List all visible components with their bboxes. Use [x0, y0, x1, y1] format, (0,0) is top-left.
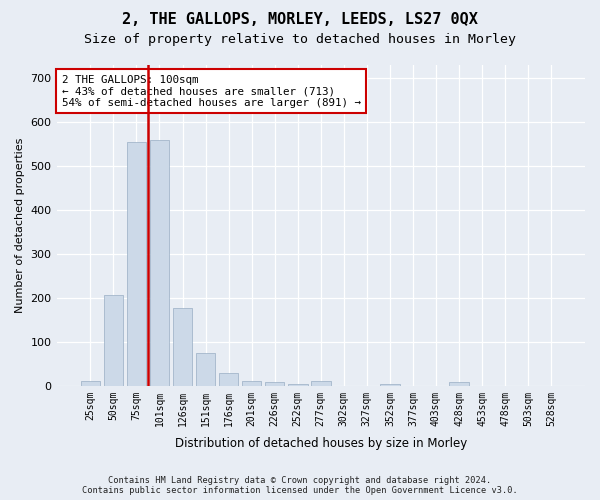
Bar: [173, 308, 193, 386]
Bar: [127, 142, 146, 386]
Bar: [196, 353, 215, 386]
Y-axis label: Number of detached properties: Number of detached properties: [15, 138, 25, 313]
Bar: [265, 382, 284, 386]
Bar: [380, 384, 400, 386]
Bar: [288, 384, 308, 386]
Text: 2, THE GALLOPS, MORLEY, LEEDS, LS27 0QX: 2, THE GALLOPS, MORLEY, LEEDS, LS27 0QX: [122, 12, 478, 28]
Bar: [104, 295, 123, 386]
Bar: [449, 382, 469, 386]
Bar: [149, 140, 169, 386]
Text: 2 THE GALLOPS: 100sqm
← 43% of detached houses are smaller (713)
54% of semi-det: 2 THE GALLOPS: 100sqm ← 43% of detached …: [62, 74, 361, 108]
Text: Size of property relative to detached houses in Morley: Size of property relative to detached ho…: [84, 32, 516, 46]
Text: Contains HM Land Registry data © Crown copyright and database right 2024.
Contai: Contains HM Land Registry data © Crown c…: [82, 476, 518, 495]
Bar: [242, 380, 262, 386]
Bar: [311, 382, 331, 386]
X-axis label: Distribution of detached houses by size in Morley: Distribution of detached houses by size …: [175, 437, 467, 450]
Bar: [219, 374, 238, 386]
Bar: [80, 380, 100, 386]
